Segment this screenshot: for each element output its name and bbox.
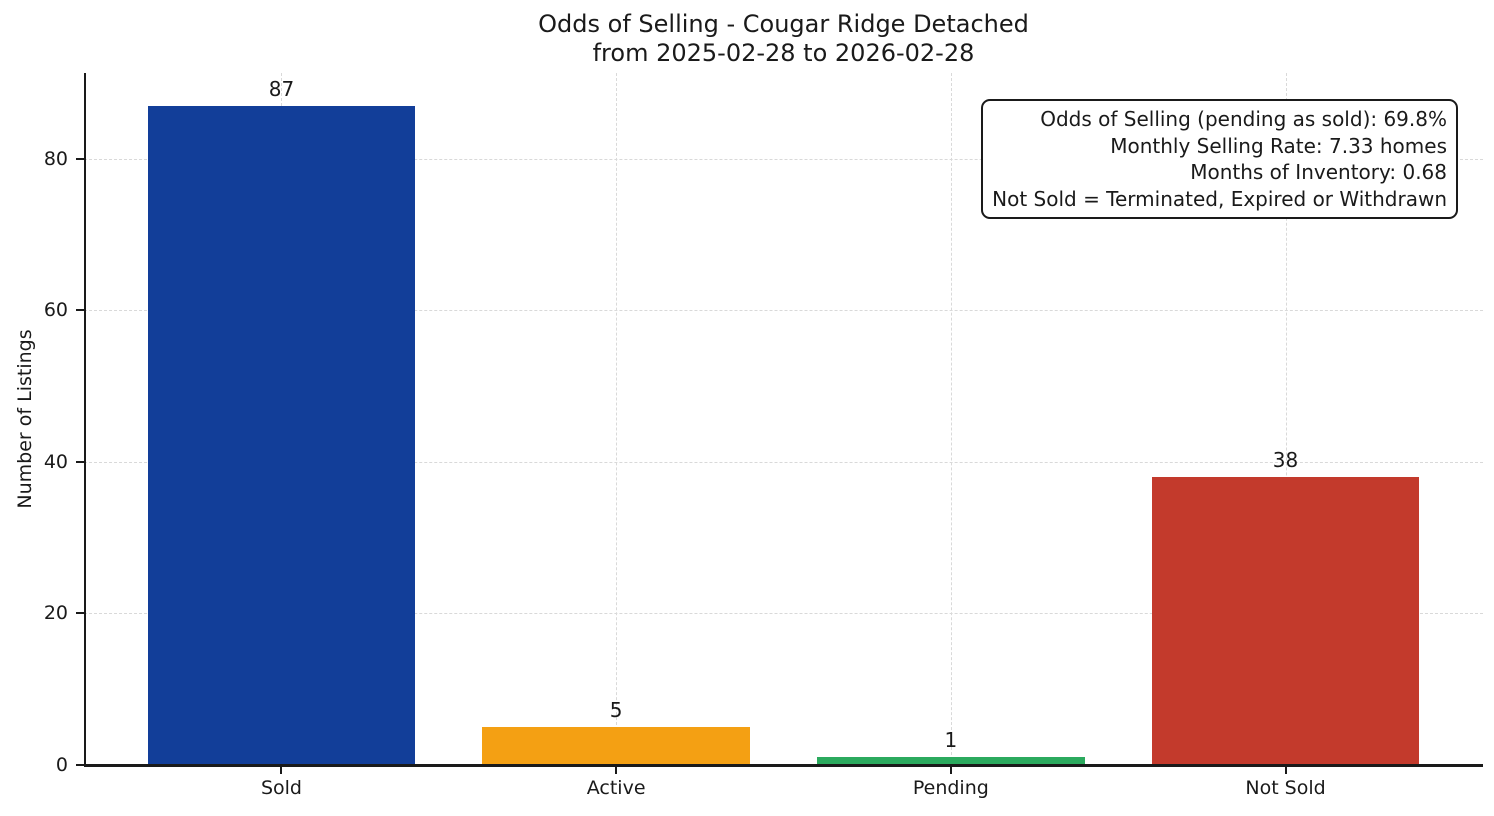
vertical-gridline <box>1285 73 1287 765</box>
y-tick-mark <box>76 157 84 160</box>
bar-value-label: 1 <box>944 728 958 753</box>
chart-title: Odds of Selling - Cougar Ridge Detached … <box>84 10 1483 68</box>
bar-value-label: 87 <box>268 76 295 101</box>
vertical-gridline <box>950 73 952 765</box>
y-tick-label: 60 <box>43 299 68 322</box>
vertical-gridline <box>616 73 618 765</box>
y-tick-label: 80 <box>43 147 68 170</box>
y-axis-spine <box>84 73 86 766</box>
x-tick-label: Not Sold <box>1245 777 1326 799</box>
y-tick-label: 20 <box>43 602 68 625</box>
y-tick-mark <box>76 309 84 312</box>
horizontal-gridline <box>84 158 1483 160</box>
x-axis-spine <box>84 764 1483 767</box>
x-tick-label: Active <box>586 777 646 799</box>
annotation-not-sold-definition: Not Sold = Terminated, Expired or Withdr… <box>992 186 1447 211</box>
x-tick-label: Sold <box>260 777 302 799</box>
horizontal-gridline <box>84 310 1483 312</box>
bar-pending <box>816 757 1085 765</box>
chart-title-line-2: from 2025-02-28 to 2026-02-28 <box>592 39 975 67</box>
y-tick-label: 40 <box>43 450 68 473</box>
y-tick-mark <box>76 764 84 766</box>
x-tick-mark <box>280 766 283 774</box>
y-axis-title: Number of Listings <box>14 329 36 509</box>
horizontal-gridline <box>84 613 1483 615</box>
x-tick-mark <box>1284 766 1287 774</box>
x-tick-mark <box>615 766 618 774</box>
annotation-months-of-inventory: Months of Inventory: 0.68 <box>1190 160 1447 184</box>
annotation-monthly-selling-rate: Monthly Selling Rate: 7.33 homes <box>1110 133 1447 158</box>
bar-active <box>482 727 751 765</box>
bar-sold <box>147 105 416 765</box>
y-tick-mark <box>76 460 84 463</box>
y-tick-label: 0 <box>55 754 68 776</box>
bar-value-label: 38 <box>1272 447 1299 472</box>
horizontal-gridline <box>84 461 1483 463</box>
stats-annotation-box: Odds of Selling (pending as sold): 69.8%… <box>981 99 1458 219</box>
chart-title-line-1: Odds of Selling - Cougar Ridge Detached <box>538 10 1029 38</box>
annotation-odds-of-selling: Odds of Selling (pending as sold): 69.8% <box>1040 107 1447 131</box>
y-tick-mark <box>76 612 84 615</box>
x-tick-mark <box>949 766 952 774</box>
bar-not-sold <box>1151 476 1420 765</box>
bar-value-label: 5 <box>609 698 623 723</box>
x-tick-label: Pending <box>912 777 989 799</box>
